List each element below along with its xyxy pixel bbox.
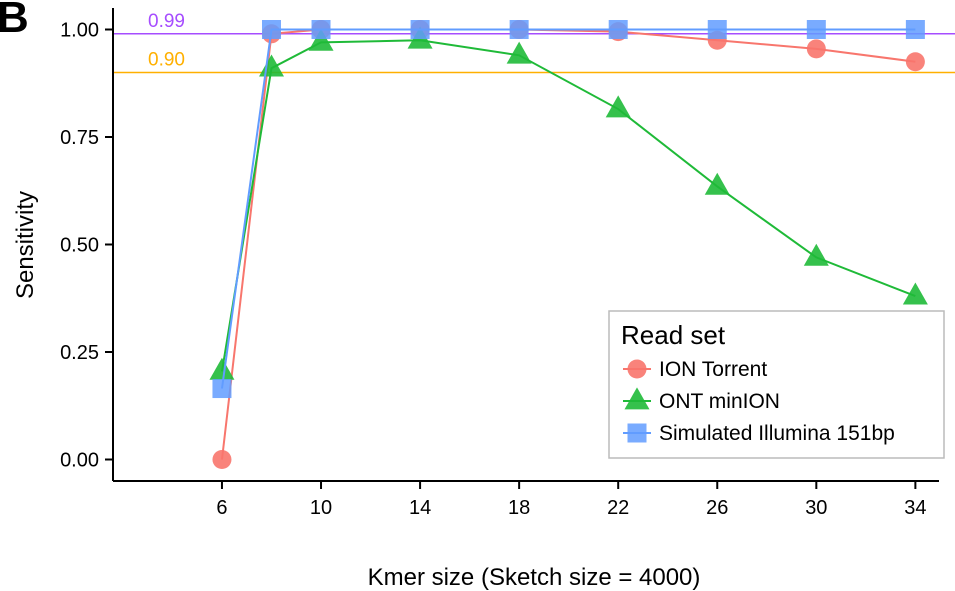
data-point-ont-minion-26: [704, 172, 730, 195]
x-tick-label-18: 18: [508, 497, 530, 519]
data-point-ont-minion-8: [258, 54, 284, 77]
data-point-simulated-illumina-151bp-26: [707, 20, 727, 39]
legend-item-simulated-illumina-151bp: Simulated Illumina 151bp: [623, 422, 895, 445]
legend-item-ont-minion: ONT minION: [623, 387, 780, 413]
series-layer: [209, 20, 928, 469]
data-point-ont-minion-18: [506, 41, 532, 64]
y-tick-label-0-25: 0.25: [60, 342, 99, 364]
reference-label-0-90: 0.90: [148, 50, 185, 71]
data-point-simulated-illumina-151bp-30: [806, 20, 826, 39]
legend-label-ion-torrent: ION Torrent: [659, 358, 767, 381]
legend-marker-ion-torrent: [627, 359, 647, 379]
data-point-ont-minion-10: [308, 28, 334, 51]
legend-marker-ont-minion: [624, 387, 650, 410]
legend-label-simulated-illumina-151bp: Simulated Illumina 151bp: [659, 422, 895, 445]
data-point-simulated-illumina-151bp-34: [905, 20, 925, 39]
y-tick-label-0-00: 0.00: [60, 450, 99, 472]
data-point-simulated-illumina-151bp-10: [311, 20, 331, 39]
y-tick-label-1-00: 1.00: [60, 20, 99, 42]
series-ont-minion: [209, 26, 928, 380]
legend-entries: ION Torrent ONT minION Simulated Illumina …: [623, 358, 895, 445]
data-point-simulated-illumina-151bp-14: [410, 20, 430, 39]
series-simulated-illumina-151bp: [212, 20, 925, 399]
data-point-ont-minion-22: [605, 95, 631, 118]
x-tick-label-30: 30: [805, 497, 827, 519]
data-point-simulated-illumina-151bp-8: [261, 20, 281, 39]
y-axis-title: Sensitivity: [12, 191, 39, 299]
panel-label: B: [0, 0, 29, 42]
y-ticks: 0.00 0.25 0.50 0.75 1.00: [60, 20, 113, 472]
data-point-simulated-illumina-151bp-18: [509, 20, 529, 39]
legend: Read set ION Torrent ONT minION Simulated …: [608, 310, 945, 459]
x-axis-title: Kmer size (Sketch size = 4000): [368, 564, 701, 591]
data-point-ion-torrent-30: [806, 39, 826, 59]
x-tick-label-10: 10: [310, 497, 332, 519]
x-tick-label-26: 26: [706, 497, 728, 519]
legend-item-ion-torrent: ION Torrent: [623, 358, 767, 381]
reference-label-0-99: 0.99: [148, 11, 185, 32]
data-point-ion-torrent-34: [905, 52, 925, 72]
y-tick-label-0-50: 0.50: [60, 235, 99, 257]
legend-box: [608, 310, 945, 459]
data-point-ion-torrent-6: [212, 450, 232, 469]
x-tick-label-6: 6: [216, 497, 227, 519]
data-point-ont-minion-30: [803, 243, 829, 266]
data-point-ont-minion-34: [902, 282, 928, 305]
x-tick-label-22: 22: [607, 497, 629, 519]
legend-label-ont-minion: ONT minION: [659, 390, 780, 413]
data-point-ont-minion-6: [209, 357, 235, 380]
x-tick-label-14: 14: [409, 497, 431, 519]
y-tick-label-0-75: 0.75: [60, 127, 99, 149]
legend-marker-simulated-illumina-151bp: [627, 423, 647, 443]
x-tick-label-34: 34: [904, 497, 926, 519]
legend-title: Read set: [621, 320, 726, 350]
data-point-simulated-illumina-151bp-22: [608, 20, 628, 39]
data-point-simulated-illumina-151bp-6: [212, 379, 232, 399]
x-ticks: 6 10 14 18 22 26 30 34: [216, 481, 927, 519]
